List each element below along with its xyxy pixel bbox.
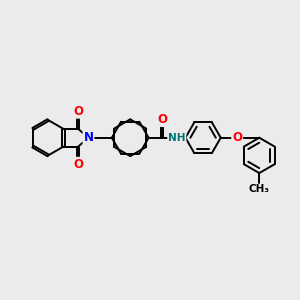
Text: O: O: [73, 105, 83, 118]
Text: O: O: [232, 131, 242, 144]
Text: O: O: [73, 158, 83, 171]
Text: CH₃: CH₃: [249, 184, 270, 194]
Text: NH: NH: [168, 133, 186, 143]
Text: O: O: [157, 113, 167, 126]
Text: N: N: [83, 131, 94, 144]
